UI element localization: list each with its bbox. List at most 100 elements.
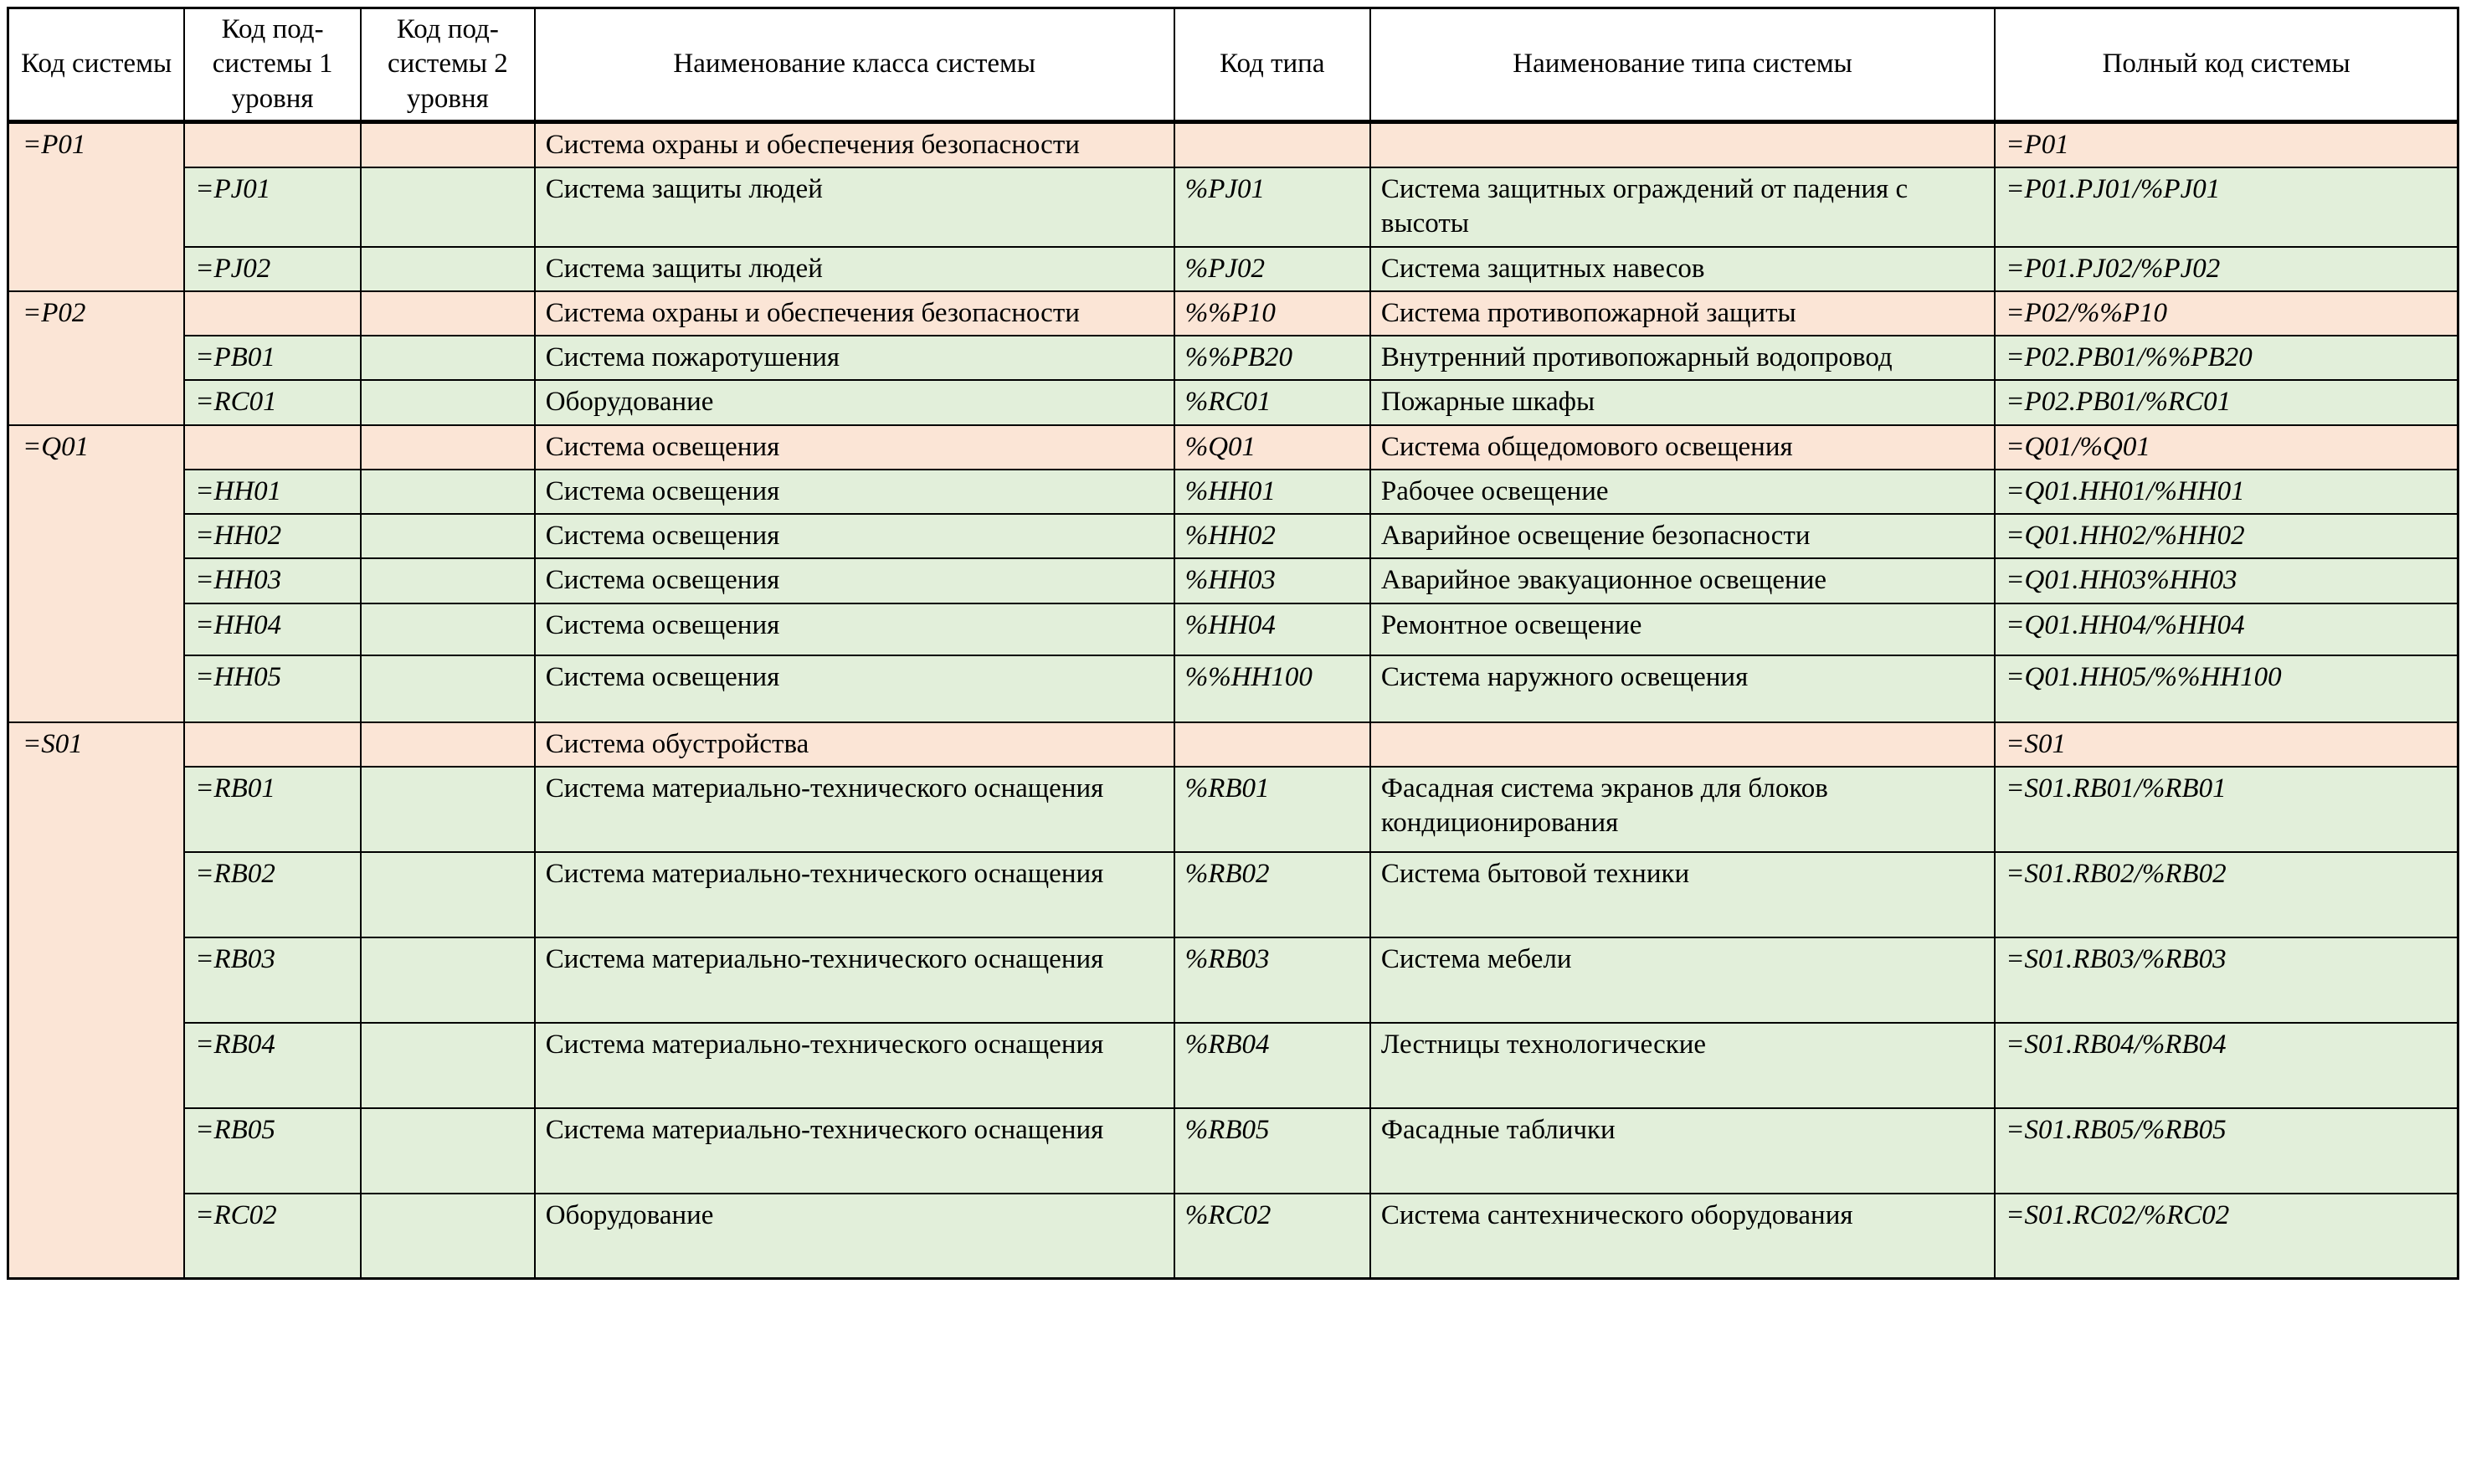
subsystem1-code-cell: =PJ01 [183,167,362,248]
subsystem2-code-cell [359,1021,536,1109]
sub-row: =HH01 Система освещения %HH01 Рабочее освещ… [8,468,2459,516]
column-header-class-name: Наименование класса системы [533,7,1175,124]
class-name-cell: Система охраны и обеспечения безопасност… [533,290,1175,337]
full-code-cell: =S01.RB02/%RB02 [1994,850,2459,938]
full-code-cell: =P01.PJ02/%PJ02 [1994,245,2459,292]
full-code-cell: =P01 [1994,121,2459,168]
class-name-cell: Оборудование [533,379,1175,426]
class-name-cell: Система защиты людей [533,245,1175,292]
type-name-cell: Система сантехнического оборудования [1369,1192,1996,1280]
subsystem2-code-cell [359,721,536,768]
full-code-cell: =S01 [1994,721,2459,768]
type-name-cell: Система мебели [1369,936,1996,1024]
sub-row: =HH05 Система освещения %%HH100 Система нар… [8,654,2459,723]
subsystem2-code-cell [359,602,536,656]
subsystem1-code-cell: =RB05 [183,1107,362,1194]
subsystem1-code-cell: =RB03 [183,936,362,1024]
subsystem1-code-cell: =HH02 [183,512,362,560]
group-row: =Q01 Система освещения %Q01 Система общедом… [7,424,2459,723]
subsystem1-code-cell [183,721,362,768]
full-code-cell: =Q01.HH05/%%HH100 [1994,654,2459,723]
system-code-cell: =P01 [7,121,186,292]
column-header-subsystem1-code: Код под-системы 1 уровня [183,7,362,124]
full-code-cell: =P01.PJ01/%PJ01 [1994,167,2459,248]
subsystem2-code-cell [359,290,536,337]
type-code-cell: %%HH100 [1173,654,1371,723]
full-code-cell: =S01.RC02/%RC02 [1994,1192,2459,1280]
subsystem2-code-cell [359,936,536,1024]
type-name-cell: Система общедомового освещения [1369,424,1996,470]
column-header-type-name: Наименование типа системы [1369,7,1996,124]
type-name-cell: Ремонтное освещение [1369,602,1996,656]
type-name-cell: Система защитных ограждений от падения с… [1369,167,1996,248]
full-code-cell: =P02.PB01/%%PB20 [1994,334,2459,382]
full-code-cell: =S01.RB04/%RB04 [1994,1021,2459,1109]
subsystem1-code-cell: =PB01 [183,334,362,382]
subsystem1-code-cell: =HH01 [183,468,362,516]
subsystem2-code-cell [359,557,536,604]
subsystem1-code-cell: =RB04 [183,1021,362,1109]
sub-row: =RB04 Система материально-технического ос… [8,1021,2459,1109]
type-code-cell: %HH03 [1173,557,1371,604]
system-code-cell: =P02 [7,290,186,426]
sub-row: =RB01 Система материально-технического ос… [8,765,2459,853]
class-name-cell: Система пожаротушения [533,334,1175,382]
type-name-cell [1369,121,1996,168]
table-header: Код системы Код под-системы 1 уровня Код… [7,7,2459,124]
subsystem1-code-cell [183,424,362,470]
group-row: =P02 Система охраны и обеспечения безопас… [7,290,2459,426]
type-name-cell: Система защитных навесов [1369,245,1996,292]
class-name-cell: Система материально-технического оснащен… [533,936,1175,1024]
type-name-cell: Лестницы технологические [1369,1021,1996,1109]
type-code-cell: %RB05 [1173,1107,1371,1194]
full-code-cell: =Q01.HH02/%HH02 [1994,512,2459,560]
table-body: =P01 Система охраны и обеспечения безопас… [7,121,2459,1280]
type-name-cell: Система бытовой техники [1369,850,1996,938]
column-header-subsystem2-code: Код под-системы 2 уровня [359,7,536,124]
subsystem1-code-cell: =RB02 [183,850,362,938]
class-name-cell: Система освещения [533,468,1175,516]
sub-row: =RB02 Система материально-технического ос… [8,850,2459,938]
type-code-cell: %HH04 [1173,602,1371,656]
full-code-cell: =Q01/%Q01 [1994,424,2459,470]
system-code-cell: =Q01 [7,424,186,723]
subsystem2-code-cell [359,424,536,470]
class-name-cell: Система материально-технического оснащен… [533,765,1175,853]
subsystem1-code-cell: =RC01 [183,379,362,426]
type-name-cell: Аварийное эвакуационное освещение [1369,557,1996,604]
sub-row: =RC02 Оборудование %RC02 Система сантехниче… [8,1192,2459,1280]
subsystem2-code-cell [359,850,536,938]
full-code-cell: =Q01.HH01/%HH01 [1994,468,2459,516]
subsystem1-code-cell [183,121,362,168]
full-code-cell: =S01.RB03/%RB03 [1994,936,2459,1024]
full-code-cell: =Q01.HH03%HH03 [1994,557,2459,604]
column-header-full-code: Полный код системы [1994,7,2459,124]
subsystem1-code-cell [183,290,362,337]
subsystem2-code-cell [359,765,536,853]
type-name-cell: Система наружного освещения [1369,654,1996,723]
type-name-cell: Рабочее освещение [1369,468,1996,516]
type-name-cell [1369,721,1996,768]
sub-row: =PB01 Система пожаротушения %%PB20 Внутренн… [8,334,2459,382]
sub-row: =HH02 Система освещения %HH02 Аварийное осв… [8,512,2459,560]
subsystem1-code-cell: =RB01 [183,765,362,853]
type-code-cell: %RC02 [1173,1192,1371,1280]
subsystem2-code-cell [359,1192,536,1280]
subsystem2-code-cell [359,512,536,560]
subsystem2-code-cell [359,468,536,516]
subsystem1-code-cell: =HH04 [183,602,362,656]
subsystem1-code-cell: =HH03 [183,557,362,604]
class-name-cell: Система материально-технического оснащен… [533,850,1175,938]
type-code-cell: %RB03 [1173,936,1371,1024]
full-code-cell: =S01.RB05/%RB05 [1994,1107,2459,1194]
type-name-cell: Фасадная система экранов для блоков конд… [1369,765,1996,853]
type-code-cell: %HH01 [1173,468,1371,516]
column-header-type-code: Код типа [1173,7,1371,124]
subsystem2-code-cell [359,379,536,426]
full-code-cell: =P02/%%P10 [1994,290,2459,337]
class-name-cell: Система освещения [533,602,1175,656]
type-code-cell: %RB02 [1173,850,1371,938]
group-row: =S01 Система обустройства =S01 [7,721,2459,1280]
column-header-system-code: Код системы [7,7,186,124]
group-row: =P01 Система охраны и обеспечения безопас… [7,121,2459,292]
